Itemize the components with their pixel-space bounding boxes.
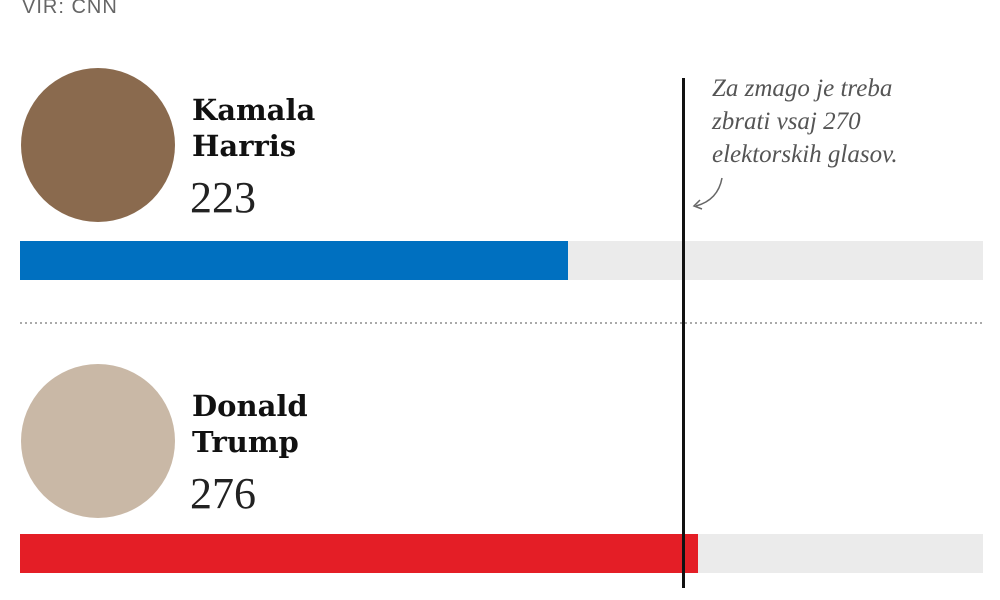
bar	[20, 241, 568, 280]
photo	[21, 68, 175, 222]
candidate-name: Kamala Harris	[192, 93, 316, 163]
candidate-name: Donald Trump	[192, 389, 308, 459]
threshold-line	[682, 78, 685, 588]
source: VIR: CNN	[22, 0, 118, 18]
bar	[20, 534, 699, 573]
value-label: 223	[190, 173, 256, 222]
value-label: 276	[190, 469, 256, 518]
arrow-head	[692, 199, 703, 210]
annotation: Za zmago je treba zbrati vsaj 270 elekto…	[712, 75, 898, 168]
arrow	[695, 177, 723, 207]
photo	[21, 364, 175, 518]
